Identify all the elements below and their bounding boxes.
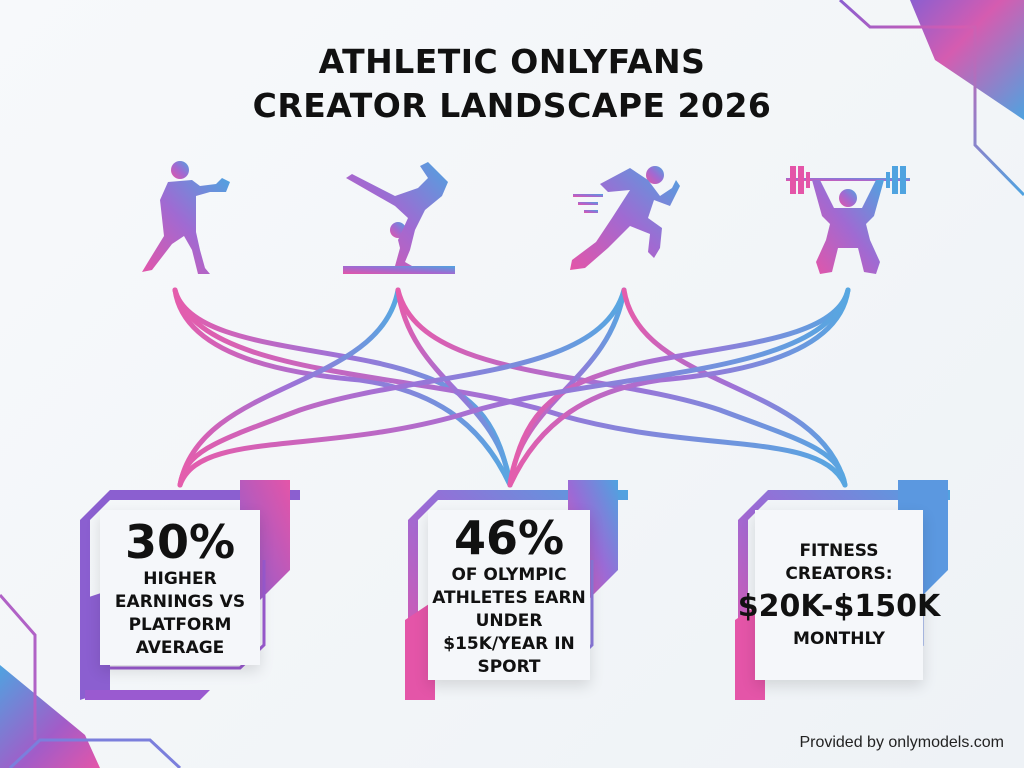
title-line-2: CREATOR LANDSCAPE 2026	[252, 86, 772, 125]
stat-text: MONTHLY	[793, 628, 885, 649]
stat-headline: $20K-$150K	[737, 588, 941, 624]
sprinter-icon	[570, 166, 680, 270]
stat-text: UNDER	[475, 610, 543, 631]
boxer-icon	[142, 161, 230, 274]
stat-card-olympic: 46% OF OLYMPIC ATHLETES EARN UNDER $15K/…	[428, 510, 590, 680]
stat-text: FITNESS	[799, 540, 879, 561]
stat-headline: 46%	[453, 510, 565, 565]
title-line-1: ATHLETIC ONLYFANS	[318, 42, 706, 81]
stat-card-earnings: 30% HIGHER EARNINGS VS PLATFORM AVERAGE	[100, 510, 260, 665]
stat-text: HIGHER	[143, 568, 217, 589]
stat-text: $15K/YEAR IN	[443, 633, 575, 654]
stat-text: CREATORS:	[785, 563, 893, 584]
credit-text: Provided by onlymodels.com	[799, 734, 1004, 751]
stat-headline: 30%	[124, 514, 236, 569]
stat-text: SPORT	[477, 656, 541, 677]
stat-text: OF OLYMPIC	[451, 564, 567, 585]
stat-text: PLATFORM	[128, 614, 232, 635]
stat-text: ATHLETES EARN	[432, 587, 586, 608]
gymnast-icon	[343, 162, 455, 274]
stat-text: EARNINGS VS	[114, 591, 246, 612]
weightlifter-icon	[786, 166, 910, 274]
page-title: ATHLETIC ONLYFANS CREATOR LANDSCAPE 2026	[0, 40, 1024, 128]
stat-card-fitness: FITNESS CREATORS: $20K-$150K MONTHLY	[738, 510, 940, 680]
stat-text: AVERAGE	[135, 637, 225, 658]
